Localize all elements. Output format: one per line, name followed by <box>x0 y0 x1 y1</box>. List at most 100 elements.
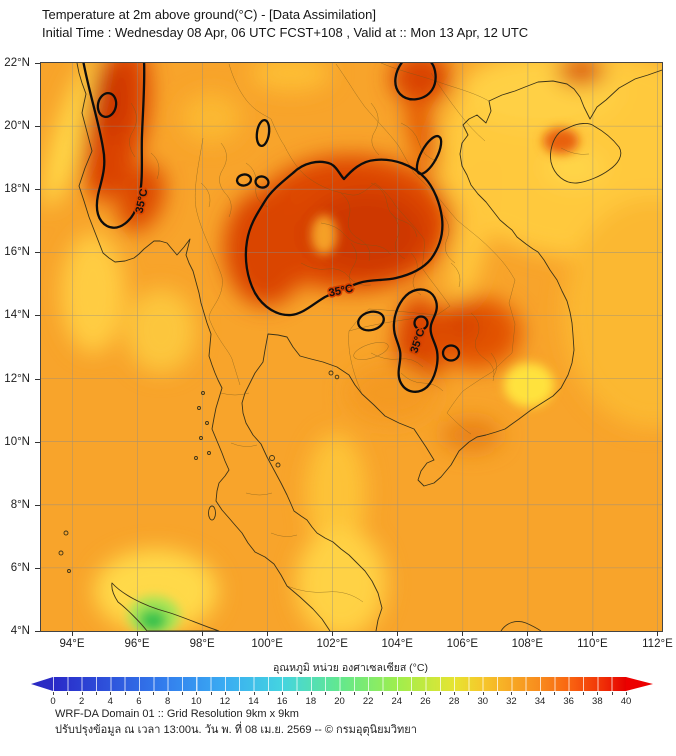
lat-tick-label: 14°N <box>4 309 30 322</box>
colorbar-minor-tick <box>554 692 556 695</box>
colorbar-minor-tick <box>81 692 83 695</box>
colorbar-minor-tick <box>210 692 212 695</box>
footer-domain-info: WRF-DA Domain 01 :: Grid Resolution 9km … <box>55 708 299 720</box>
colorbar-label: อุณหภูมิ หน่วย องศาเซลเซียส (°C) <box>273 662 428 674</box>
colorbar-tick-label: 0 <box>50 696 56 707</box>
lat-tick-label: 8°N <box>10 498 30 511</box>
lat-tick <box>35 189 40 191</box>
map-frame: 35°C 35°C 35°C <box>40 62 663 632</box>
colorbar-minor-tick <box>568 692 570 695</box>
colorbar-cell-separators <box>53 677 626 691</box>
lon-tick <box>657 631 659 636</box>
colorbar-minor-tick <box>196 692 198 695</box>
colorbar-minor-tick <box>482 692 484 695</box>
temperature-field <box>41 63 662 631</box>
lon-tick <box>462 631 464 636</box>
lat-tick-label: 12°N <box>4 372 30 385</box>
colorbar-minor-tick <box>439 692 441 695</box>
colorbar-minor-tick <box>167 692 169 695</box>
lon-tick-label: 106°E <box>446 638 479 650</box>
lon-tick <box>72 631 73 636</box>
colorbar-minor-tick <box>124 692 126 695</box>
lon-tick-label: 102°E <box>316 638 348 650</box>
colorbar-tick-label: 30 <box>477 696 489 707</box>
colorbar-tick-label: 16 <box>276 696 288 707</box>
colorbar-minor-tick <box>368 692 370 695</box>
colorbar-tick-label: 24 <box>391 696 403 707</box>
colorbar-minor-tick <box>425 692 427 695</box>
map-canvas: 35°C 35°C 35°C <box>41 63 662 631</box>
lon-tick <box>527 631 529 636</box>
colorbar-tick-label: 8 <box>164 696 171 707</box>
colorbar-minor-tick <box>110 692 112 695</box>
colorbar-minor-tick <box>153 692 155 695</box>
lon-tick <box>592 631 594 636</box>
colorbar-tick-label: 32 <box>506 696 517 707</box>
lon-tick-label: 100°E <box>251 638 283 650</box>
lat-tick <box>35 631 40 632</box>
lat-tick <box>35 126 40 128</box>
colorbar-tick-label: 4 <box>107 696 113 707</box>
latitude-axis: 22°N 20°N 18°N 16°N 14°N 12°N 10°N 8°N 6°N 4°N <box>0 57 40 637</box>
footer-update-info: ปรับปรุงข้อมูล ณ เวลา 13:00น. วัน พ. ที่… <box>55 724 417 736</box>
colorbar-minor-tick <box>468 692 470 695</box>
lon-tick <box>397 631 399 636</box>
colorbar-minor-tick <box>310 692 312 695</box>
colorbar-left-arrow <box>31 677 53 691</box>
lat-tick-label: 18°N <box>4 183 30 196</box>
temperature-contours <box>82 63 461 393</box>
colorbar-right-arrow <box>626 677 653 691</box>
lon-tick-label: 108°E <box>511 638 544 650</box>
lat-tick <box>35 252 40 254</box>
colorbar-tick-label: 38 <box>592 696 603 707</box>
colorbar-tick-label: 40 <box>620 696 632 707</box>
colorbar-minor-tick <box>497 692 499 695</box>
lat-tick-label: 6°N <box>10 561 30 574</box>
lon-tick-label: 112°E <box>642 638 673 650</box>
colorbar-minor-tick <box>396 692 398 695</box>
lat-tick <box>35 63 40 64</box>
colorbar-tick-label: 14 <box>248 696 259 707</box>
lat-tick-label: 20°N <box>4 120 30 133</box>
colorbar-minor-tick <box>224 692 226 695</box>
lon-tick <box>267 631 269 636</box>
lat-tick-label: 4°N <box>10 625 30 637</box>
colorbar-minor-tick <box>583 692 585 695</box>
lon-tick <box>202 631 204 636</box>
colorbar-minor-tick <box>411 692 413 695</box>
colorbar-tick-label: 28 <box>448 696 460 707</box>
page-subtitle: Initial Time : Wednesday 08 Apr, 06 UTC … <box>42 25 529 40</box>
colorbar-minor-tick <box>239 692 241 695</box>
lon-tick <box>332 631 334 636</box>
colorbar-minor-tick <box>382 692 384 695</box>
colorbar-tick-label: 36 <box>563 696 574 707</box>
coastlines <box>58 63 662 631</box>
colorbar-tick-label: 12 <box>219 696 231 707</box>
colorbar-minor-tick <box>53 692 54 695</box>
colorbar-minor-tick <box>267 692 269 695</box>
colorbar-tick-label: 26 <box>420 696 431 707</box>
colorbar-tick-label: 20 <box>334 696 345 707</box>
colorbar-tick-label: 2 <box>78 696 85 707</box>
colorbar-minor-tick <box>626 692 627 695</box>
lon-tick-label: 96°E <box>124 638 150 650</box>
colorbar-minor-tick <box>511 692 513 695</box>
lon-tick <box>137 631 139 636</box>
colorbar-minor-tick <box>296 692 298 695</box>
lat-tick-label: 22°N <box>4 57 30 69</box>
lon-tick-label: 104°E <box>381 638 413 650</box>
colorbar-minor-tick <box>325 692 327 695</box>
admin-boundaries <box>129 63 590 603</box>
lat-tick <box>35 441 40 443</box>
longitude-axis: 94°E 96°E 98°E 100°E 102°E 104°E 106°E 108°E 110… <box>40 631 673 655</box>
lon-tick-label: 110°E <box>577 638 608 650</box>
colorbar-minor-tick <box>67 692 69 695</box>
lat-tick-label: 16°N <box>4 246 30 259</box>
colorbar: 0 2 4 6 8 10 12 14 16 18 20 22 24 26 28 30 32 34 36 38 40 <box>31 677 655 709</box>
colorbar-minor-tick <box>611 692 613 695</box>
lat-tick <box>35 378 40 380</box>
colorbar-tick-label: 18 <box>305 696 317 707</box>
colorbar-minor-tick <box>454 692 456 695</box>
colorbar-tick-label: 22 <box>362 696 374 707</box>
